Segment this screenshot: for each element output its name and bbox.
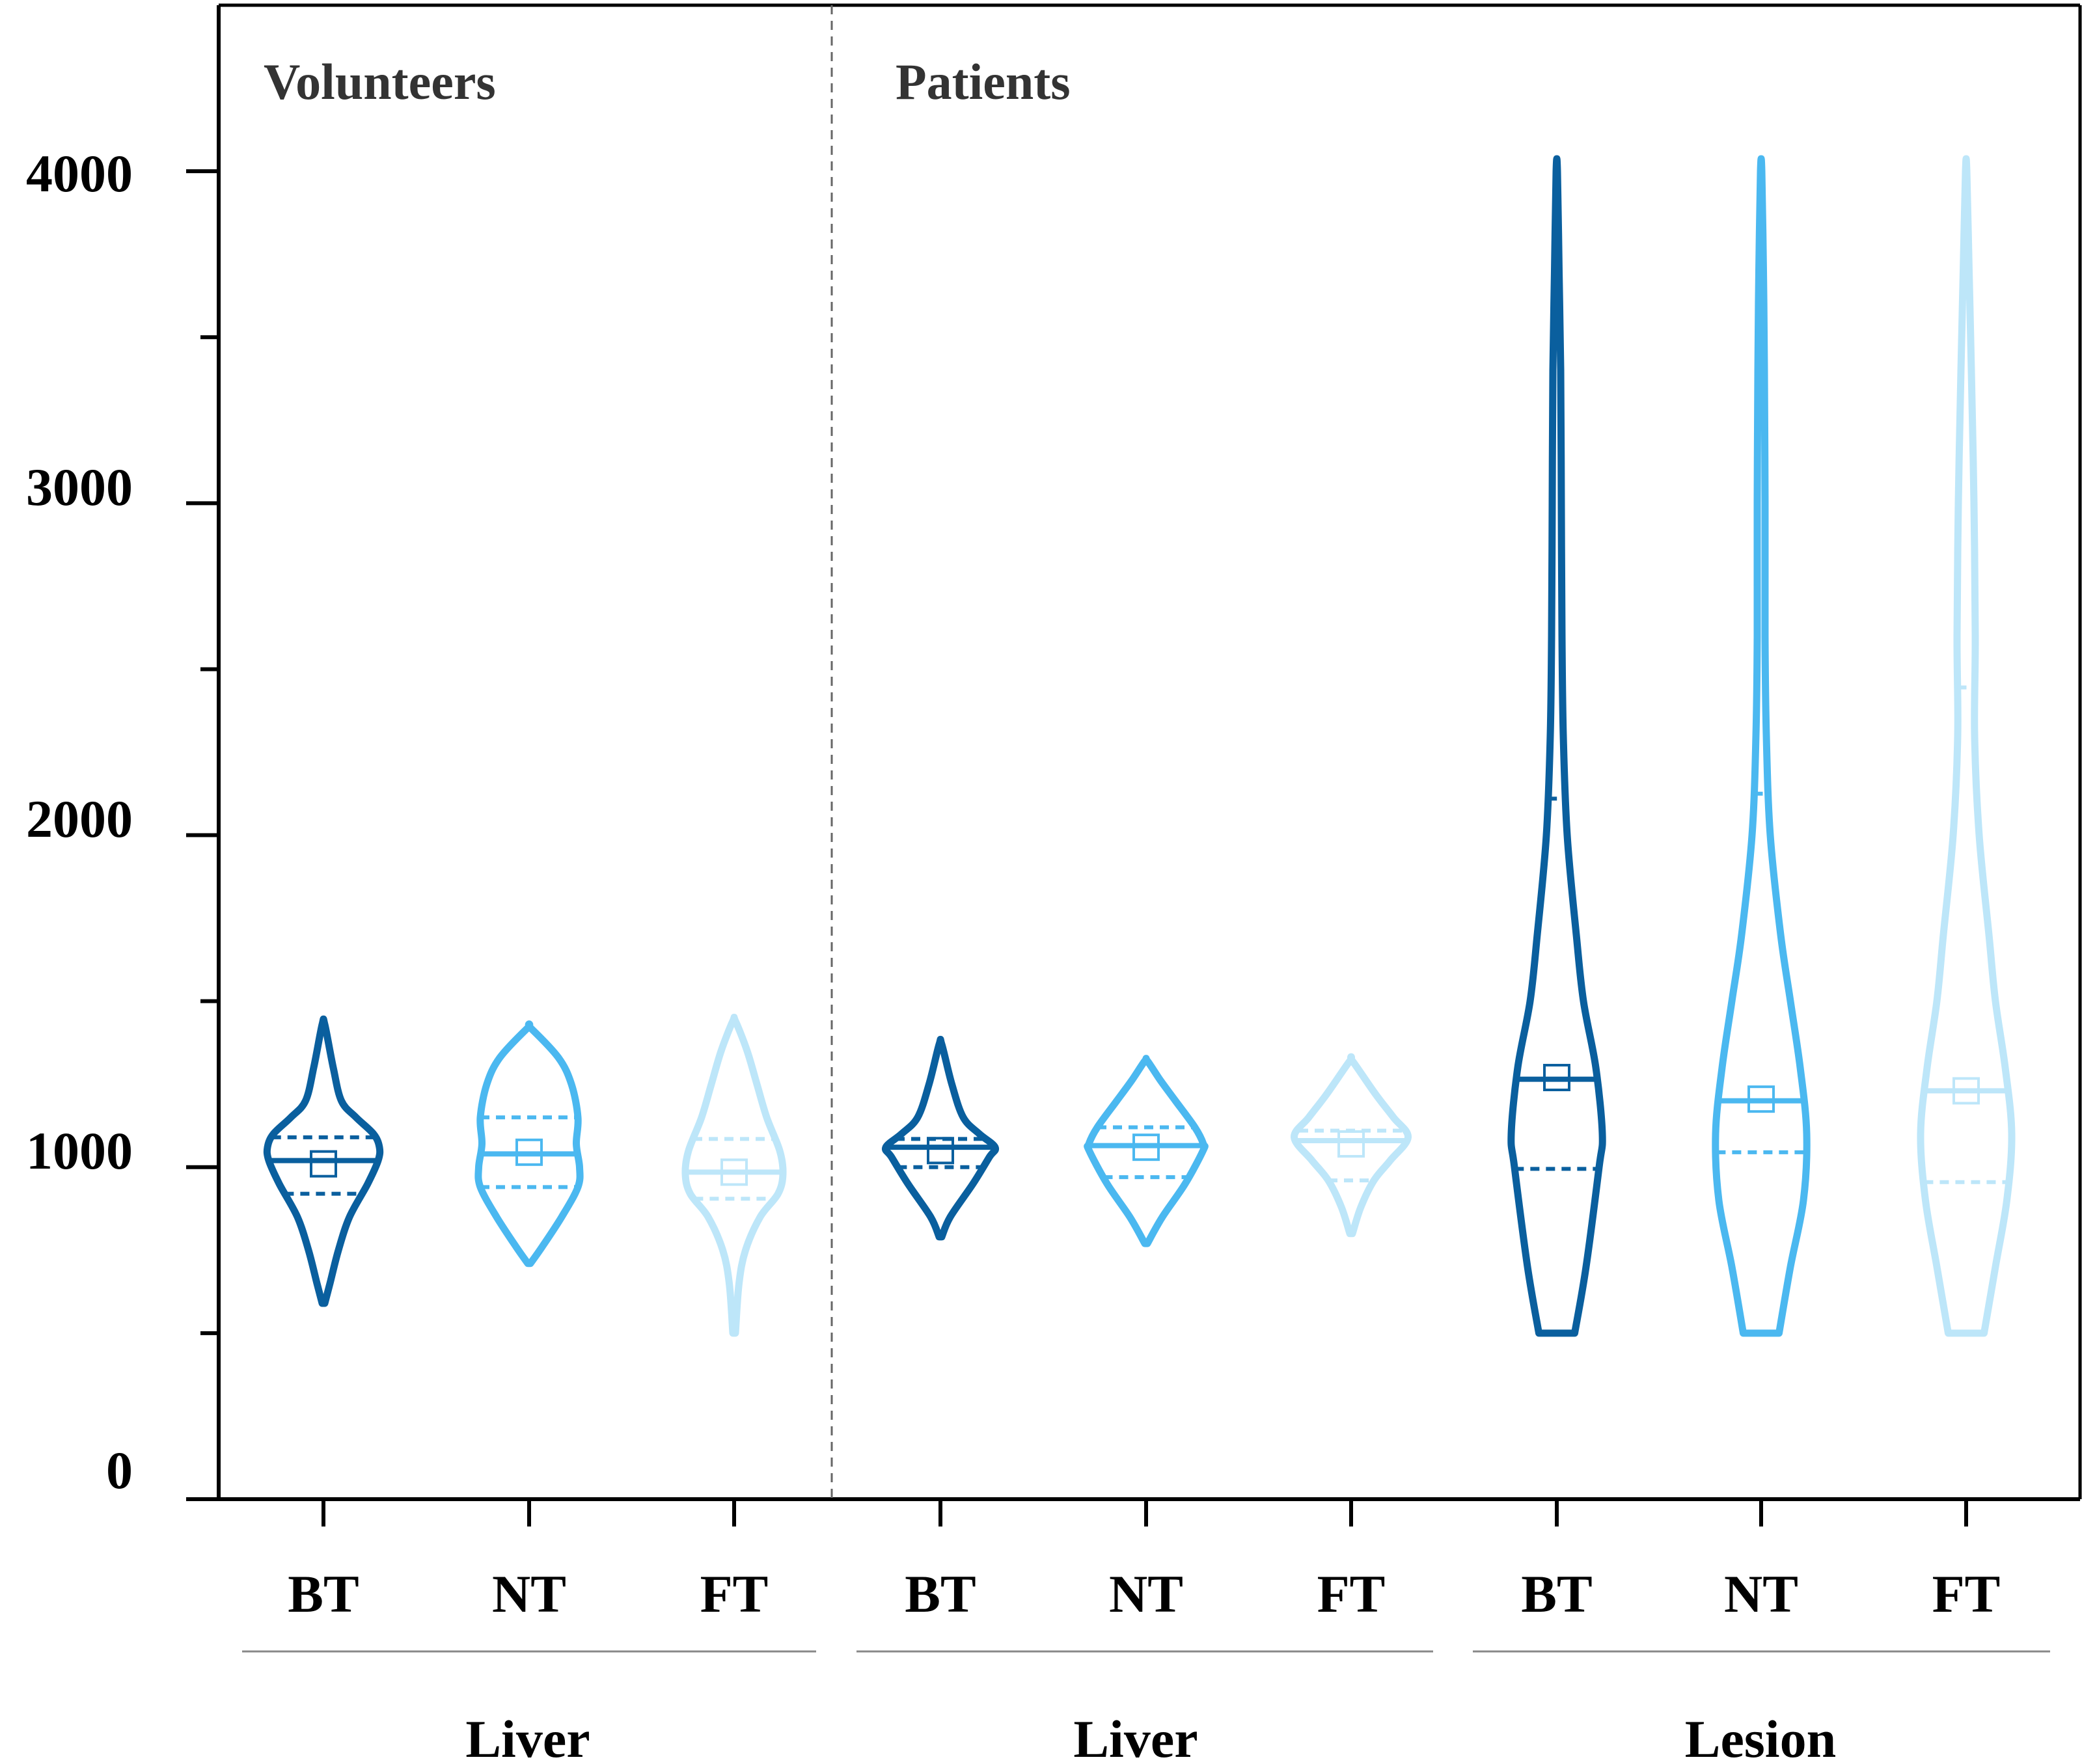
mean-marker (1132, 1133, 1160, 1161)
y-tick-label: 2000 (26, 789, 133, 848)
violin-outline (474, 1020, 584, 1268)
mean-marker (927, 1137, 954, 1165)
x-tick-label: BT (288, 1564, 359, 1623)
violin-liver-bt (881, 1035, 1000, 1241)
group-label-liver-patients: Liver (1073, 1709, 1198, 1764)
mean-marker (1543, 1064, 1570, 1092)
violin-lesion-nt (1712, 155, 1811, 1337)
mean-marker (515, 1138, 543, 1166)
mean-marker (1952, 1077, 1980, 1105)
x-tick-label: FT (1317, 1564, 1386, 1623)
violin-liver-nt (1084, 1055, 1209, 1247)
violin-outline (1291, 1053, 1412, 1238)
violin-outline (1917, 155, 2016, 1337)
chart-frame (186, 3, 2082, 1653)
violin-lesion-ft (1917, 155, 2016, 1337)
mean-marker (310, 1150, 337, 1178)
violin-outline (1507, 155, 1606, 1337)
violin-plots (263, 155, 2016, 1337)
violin-outline (681, 1014, 787, 1337)
violin-liver-ft (1291, 1053, 1412, 1238)
x-tick-label: NT (1724, 1564, 1798, 1623)
violin-liver-ft (681, 1014, 787, 1337)
group-label-liver-volunteers: Liver (465, 1709, 590, 1764)
y-tick-label: 4000 (26, 144, 133, 203)
x-tick-label: NT (1109, 1564, 1183, 1623)
violin-outline (263, 1015, 384, 1307)
violin-outline (1084, 1055, 1209, 1247)
mean-marker (720, 1158, 748, 1186)
x-tick-label: FT (1932, 1564, 2001, 1623)
violin-outline (881, 1035, 1000, 1241)
violin-outline (1712, 155, 1811, 1337)
violin-liver-bt (263, 1015, 384, 1307)
y-tick-label: 1000 (26, 1121, 133, 1180)
violin-liver-nt (474, 1020, 584, 1268)
panel-label-volunteers: Volunteers (264, 53, 496, 110)
x-tick-label: BT (1521, 1564, 1592, 1623)
x-tick-label: BT (905, 1564, 976, 1623)
chart-labels: Volunteers Patients Liver Liver Lesion B… (26, 53, 2000, 1764)
group-label-lesion: Lesion (1685, 1709, 1836, 1764)
y-tick-label: 3000 (26, 457, 133, 517)
y-tick-label: 0 (106, 1441, 133, 1500)
mean-marker (1337, 1130, 1365, 1158)
x-tick-label: NT (492, 1564, 566, 1623)
x-tick-label: FT (700, 1564, 769, 1623)
panel-label-patients: Patients (896, 53, 1071, 110)
violin-lesion-bt (1507, 155, 1606, 1337)
mean-marker (1747, 1085, 1775, 1113)
